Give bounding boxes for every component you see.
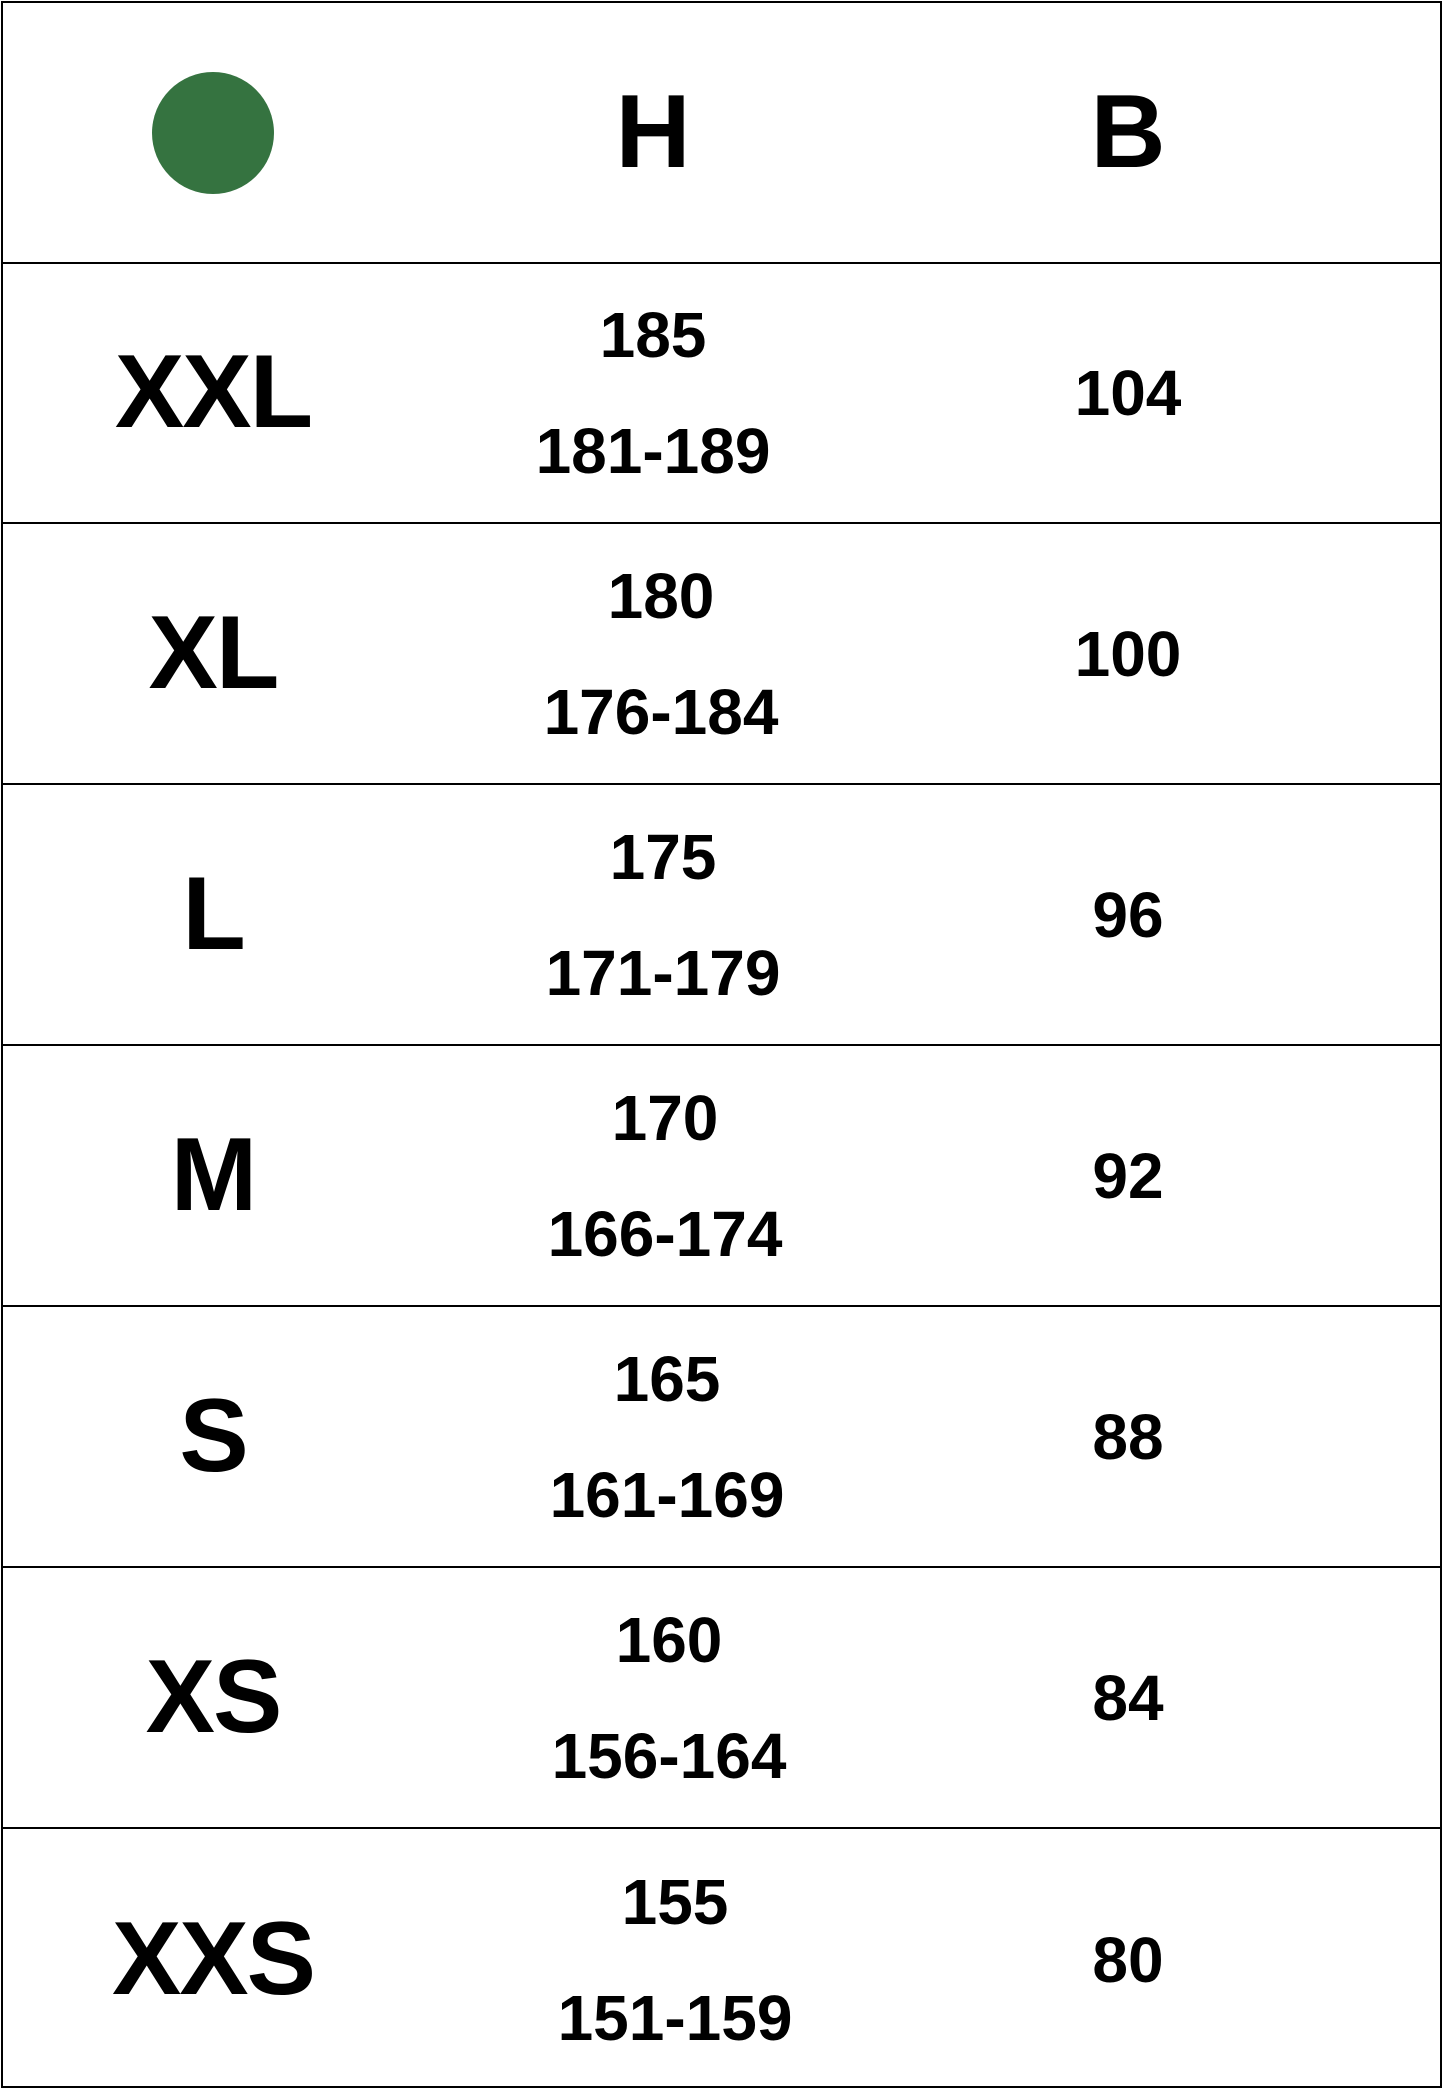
size-label: XXL	[114, 334, 313, 450]
header-height: H	[615, 74, 691, 190]
table-row: XXL 185 181-189 104	[3, 263, 1440, 524]
table-row: XL 180 176-184 100	[3, 524, 1440, 785]
height-range: 176-184	[543, 675, 779, 748]
green-circle-icon	[152, 71, 274, 194]
size-label: L	[182, 856, 246, 972]
height-range: 161-169	[549, 1458, 785, 1531]
bust-value: 96	[1092, 878, 1164, 951]
size-label: S	[179, 1378, 248, 1494]
bust-value: 92	[1092, 1139, 1164, 1212]
header-bust: B	[1090, 74, 1166, 190]
bust-value: 84	[1092, 1661, 1164, 1734]
header-row: H B	[3, 3, 1440, 264]
size-label: M	[170, 1117, 258, 1233]
size-label: XS	[145, 1639, 283, 1755]
table-row: XXS 155 151-159 80	[3, 1829, 1440, 2090]
bust-value: 88	[1092, 1400, 1164, 1473]
bust-value: 104	[1074, 356, 1182, 429]
height-value: 185	[599, 298, 707, 371]
table-row: XS 160 156-164 84	[3, 1568, 1440, 1829]
bust-value: 80	[1092, 1923, 1164, 1996]
height-range: 166-174	[547, 1197, 783, 1270]
height-value: 180	[607, 559, 715, 632]
height-range: 156-164	[551, 1719, 787, 1792]
height-value: 170	[611, 1081, 719, 1154]
size-label: XXS	[111, 1901, 316, 2017]
bust-value: 100	[1074, 617, 1182, 690]
table-row: M 170 166-174 92	[3, 1046, 1440, 1307]
height-value: 165	[613, 1342, 721, 1415]
size-label: XL	[148, 595, 280, 711]
height-value: 175	[609, 820, 717, 893]
height-range: 171-179	[545, 936, 781, 1009]
table-row: L 175 171-179 96	[3, 785, 1440, 1046]
height-value: 160	[615, 1603, 723, 1676]
height-range: 151-159	[557, 1981, 793, 2054]
table-row: S 165 161-169 88	[3, 1307, 1440, 1568]
height-range: 181-189	[535, 414, 771, 487]
height-value: 155	[621, 1865, 729, 1938]
